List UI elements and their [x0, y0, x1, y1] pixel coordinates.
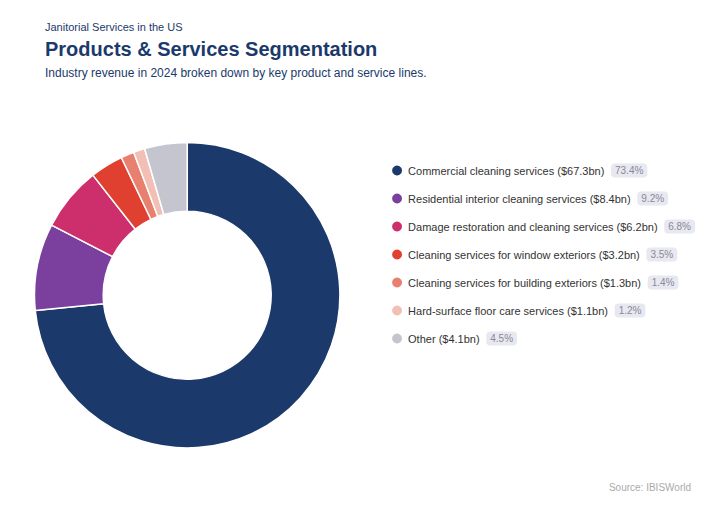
svg-text:Commercial cleaning services (: Commercial cleaning services ($67.3bn) [408, 165, 604, 177]
svg-text:Cleaning services for building: Cleaning services for building exteriors… [408, 277, 641, 289]
svg-text:9.2%: 9.2% [641, 193, 664, 204]
svg-text:Janitorial Services in the US: Janitorial Services in the US [45, 21, 183, 33]
svg-text:Industry revenue in 2024 broke: Industry revenue in 2024 broken down by … [45, 66, 427, 80]
svg-text:4.5%: 4.5% [490, 333, 513, 344]
svg-text:Hard-surface floor care servic: Hard-surface floor care services ($1.1bn… [408, 305, 608, 317]
svg-text:1.4%: 1.4% [652, 277, 675, 288]
svg-text:Damage restoration and cleanin: Damage restoration and cleaning services… [408, 221, 657, 233]
svg-text:1.2%: 1.2% [619, 305, 642, 316]
svg-text:Cleaning services for window e: Cleaning services for window exteriors (… [408, 249, 640, 261]
svg-text:3.5%: 3.5% [650, 249, 673, 260]
svg-text:6.8%: 6.8% [668, 221, 691, 232]
svg-text:Source: IBISWorld: Source: IBISWorld [609, 482, 691, 493]
svg-text:Residential interior cleaning: Residential interior cleaning services (… [408, 193, 631, 205]
svg-text:Other ($4.1bn): Other ($4.1bn) [408, 333, 480, 345]
svg-text:Products & Services Segmentati: Products & Services Segmentation [45, 38, 377, 60]
svg-text:73.4%: 73.4% [615, 165, 643, 176]
